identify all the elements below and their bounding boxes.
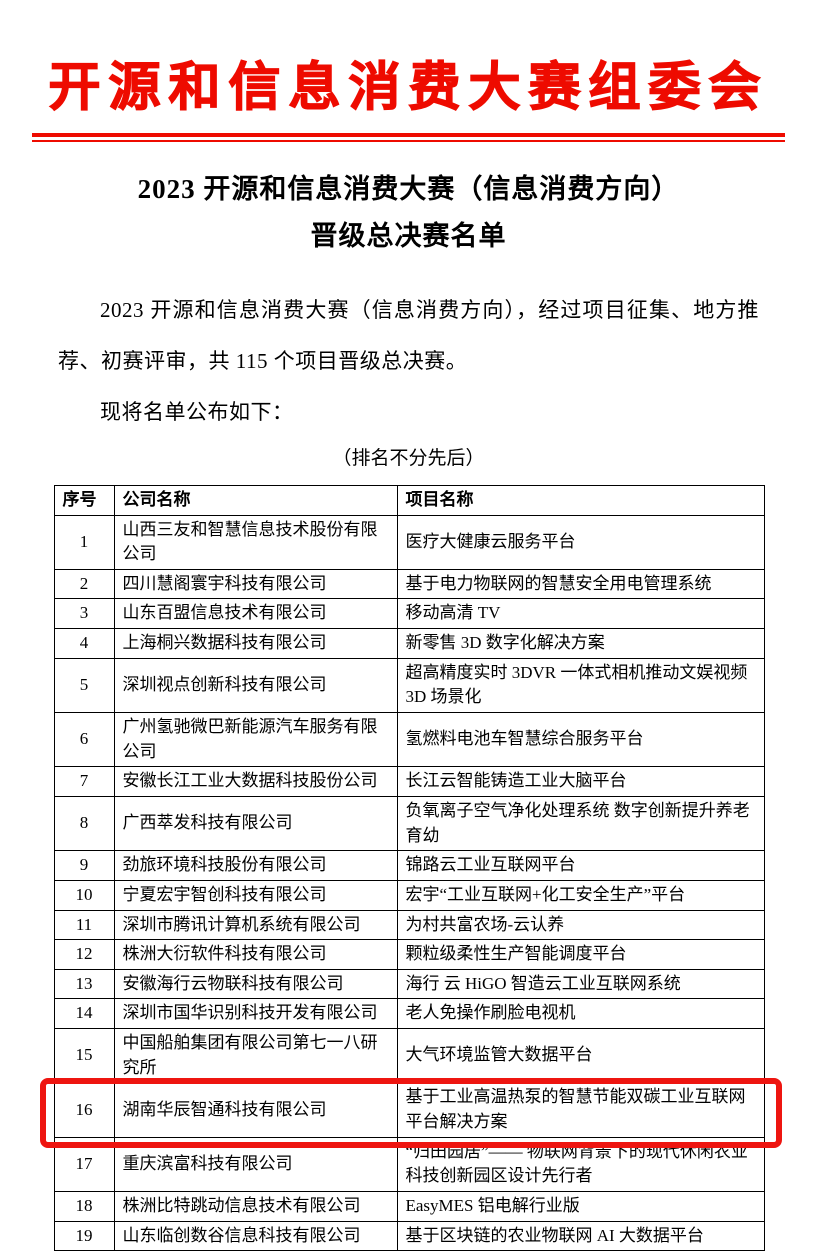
company-name: 上海桐兴数据科技有限公司: [113, 628, 398, 659]
row-number: 15: [53, 1028, 115, 1084]
project-name: 氢燃料电池车智慧综合服务平台: [396, 712, 765, 768]
row-number: 19: [53, 1220, 115, 1251]
project-name: “归田园居”—— 物联网背景下的现代休闲农业科技创新园区设计先行者: [396, 1136, 765, 1192]
document-title-line1: 2023 开源和信息消费大赛（信息消费方向）: [137, 174, 680, 204]
table-row: 15 中国船舶集团有限公司第七一八研究所 大气环境监管大数据平台: [53, 1028, 765, 1084]
project-name: 医疗大健康云服务平台: [396, 514, 765, 570]
company-name: 宁夏宏宇智创科技有限公司: [113, 879, 398, 911]
table-row: 9 劲旅环境科技股份有限公司 锦路云工业互联网平台: [53, 850, 765, 881]
document-page: 开源和信息消费大赛组委会 2023 开源和信息消费大赛（信息消费方向） 晋级总决…: [0, 56, 817, 1251]
row-number: 16: [53, 1082, 115, 1138]
table-row: 3 山东百盟信息技术有限公司 移动高清 TV: [53, 598, 765, 630]
table-row: 1 山西三友和智慧信息技术股份有限公司 医疗大健康云服务平台: [53, 514, 765, 570]
table-row: 7 安徽长江工业大数据科技股份公司 长江云智能铸造工业大脑平台: [53, 766, 765, 797]
project-name: 长江云智能铸造工业大脑平台: [396, 766, 765, 797]
table-header-row: 序号 公司名称 项目名称: [53, 484, 765, 516]
finalist-table: 序号 公司名称 项目名称 1 山西三友和智慧信息技术股份有限公司 医疗大健康云服…: [53, 484, 765, 1251]
row-number: 7: [53, 766, 115, 797]
company-name: 山东临创数谷信息科技有限公司: [113, 1220, 398, 1251]
project-name: 宏宇“工业互联网+化工安全生产”平台: [396, 879, 765, 911]
table-row: 8 广西萃发科技有限公司 负氧离子空气净化处理系统 数字创新提升养老育幼: [53, 795, 765, 852]
row-number: 3: [53, 598, 115, 630]
project-name: 新零售 3D 数字化解决方案: [396, 628, 765, 659]
announce-paragraph: 现将名单公布如下：: [100, 400, 294, 425]
table-row: 5 深圳视点创新科技有限公司 超高精度实时 3DVR 一体式相机推动文娱视频3D…: [53, 657, 765, 714]
document-title: 2023 开源和信息消费大赛（信息消费方向） 晋级总决赛名单: [0, 166, 817, 261]
company-name: 深圳市腾讯计算机系统有限公司: [113, 909, 398, 941]
table-row: 14 深圳市国华识别科技开发有限公司 老人免操作刷脸电视机: [53, 998, 765, 1030]
table-row: 19 山东临创数谷信息科技有限公司 基于区块链的农业物联网 AI 大数据平台: [53, 1220, 765, 1251]
row-number: 14: [53, 998, 115, 1030]
company-name: 广西萃发科技有限公司: [113, 795, 398, 852]
project-name: 海行 云 HiGO 智造云工业互联网系统: [396, 968, 765, 1000]
row-number: 13: [53, 968, 115, 1000]
row-number: 18: [53, 1190, 115, 1222]
col-header-no: 序号: [53, 484, 115, 516]
project-name: 颗粒级柔性生产智能调度平台: [396, 939, 765, 970]
company-name: 深圳市国华识别科技开发有限公司: [113, 998, 398, 1030]
project-name: 基于电力物联网的智慧安全用电管理系统: [396, 568, 765, 600]
row-number: 10: [53, 879, 115, 911]
row-number: 6: [53, 712, 115, 768]
finalist-table-wrap: 序号 公司名称 项目名称 1 山西三友和智慧信息技术股份有限公司 医疗大健康云服…: [39, 484, 782, 1251]
masthead-title: 开源和信息消费大赛组委会: [48, 59, 769, 117]
row-number: 5: [53, 657, 115, 714]
table-row: 4 上海桐兴数据科技有限公司 新零售 3D 数字化解决方案: [53, 628, 765, 659]
project-name: 负氧离子空气净化处理系统 数字创新提升养老育幼: [396, 795, 765, 852]
company-name: 劲旅环境科技股份有限公司: [113, 850, 398, 881]
project-name: 为村共富农场-云认养: [396, 909, 765, 941]
project-name: 超高精度实时 3DVR 一体式相机推动文娱视频3D 场景化: [396, 657, 765, 714]
table-row: 12 株洲大衍软件科技有限公司 颗粒级柔性生产智能调度平台: [53, 939, 765, 970]
document-title-line2: 晋级总决赛名单: [310, 221, 507, 252]
row-number: 1: [53, 514, 115, 570]
intro-paragraph: 2023 开源和信息消费大赛（信息消费方向），经过项目征集、地方推荐、初赛评审，…: [58, 297, 759, 373]
table-row: 13 安徽海行云物联科技有限公司 海行 云 HiGO 智造云工业互联网系统: [53, 968, 765, 1000]
company-name: 湖南华辰智通科技有限公司: [113, 1082, 398, 1138]
project-name: 锦路云工业互联网平台: [396, 850, 765, 881]
table-body: 1 山西三友和智慧信息技术股份有限公司 医疗大健康云服务平台 2 四川慧阁寰宇科…: [53, 514, 765, 1251]
row-number: 12: [53, 939, 115, 970]
project-name: 老人免操作刷脸电视机: [396, 998, 765, 1030]
table-row: 6 广州氢驰微巴新能源汽车服务有限公司 氢燃料电池车智慧综合服务平台: [53, 712, 765, 768]
company-name: 深圳视点创新科技有限公司: [113, 657, 398, 714]
col-header-project: 项目名称: [396, 484, 765, 516]
table-row: 2 四川慧阁寰宇科技有限公司 基于电力物联网的智慧安全用电管理系统: [53, 568, 765, 600]
row-number: 4: [53, 628, 115, 659]
company-name: 安徽长江工业大数据科技股份公司: [113, 766, 398, 797]
table-row: 17 重庆滨富科技有限公司 “归田园居”—— 物联网背景下的现代休闲农业科技创新…: [53, 1136, 765, 1192]
company-name: 株洲比特跳动信息技术有限公司: [113, 1190, 398, 1222]
row-number: 8: [53, 795, 115, 852]
company-name: 山西三友和智慧信息技术股份有限公司: [113, 514, 398, 570]
project-name: 大气环境监管大数据平台: [396, 1028, 765, 1084]
row-number: 17: [53, 1136, 115, 1192]
table-row: 18 株洲比特跳动信息技术有限公司 EasyMES 铝电解行业版: [53, 1190, 765, 1222]
row-number: 11: [53, 909, 115, 941]
row-number: 2: [53, 568, 115, 600]
table-row: 10 宁夏宏宇智创科技有限公司 宏宇“工业互联网+化工安全生产”平台: [53, 879, 765, 911]
masthead-divider: [32, 133, 785, 142]
table-row: 16 湖南华辰智通科技有限公司 基于工业高温热泵的智慧节能双碳工业互联网平台解决…: [53, 1082, 765, 1138]
project-name: EasyMES 铝电解行业版: [396, 1190, 765, 1222]
project-name: 基于区块链的农业物联网 AI 大数据平台: [396, 1220, 765, 1251]
company-name: 株洲大衍软件科技有限公司: [113, 939, 398, 970]
project-name: 基于工业高温热泵的智慧节能双碳工业互联网平台解决方案: [396, 1082, 765, 1138]
col-header-company: 公司名称: [113, 484, 398, 516]
company-name: 安徽海行云物联科技有限公司: [113, 968, 398, 1000]
company-name: 四川慧阁寰宇科技有限公司: [113, 568, 398, 600]
company-name: 山东百盟信息技术有限公司: [113, 598, 398, 630]
company-name: 重庆滨富科技有限公司: [113, 1136, 398, 1192]
company-name: 广州氢驰微巴新能源汽车服务有限公司: [113, 712, 398, 768]
ranking-note: （排名不分先后）: [332, 447, 485, 469]
company-name: 中国船舶集团有限公司第七一八研究所: [113, 1028, 398, 1084]
table-row: 11 深圳市腾讯计算机系统有限公司 为村共富农场-云认养: [53, 909, 765, 941]
project-name: 移动高清 TV: [396, 598, 765, 630]
row-number: 9: [53, 850, 115, 881]
